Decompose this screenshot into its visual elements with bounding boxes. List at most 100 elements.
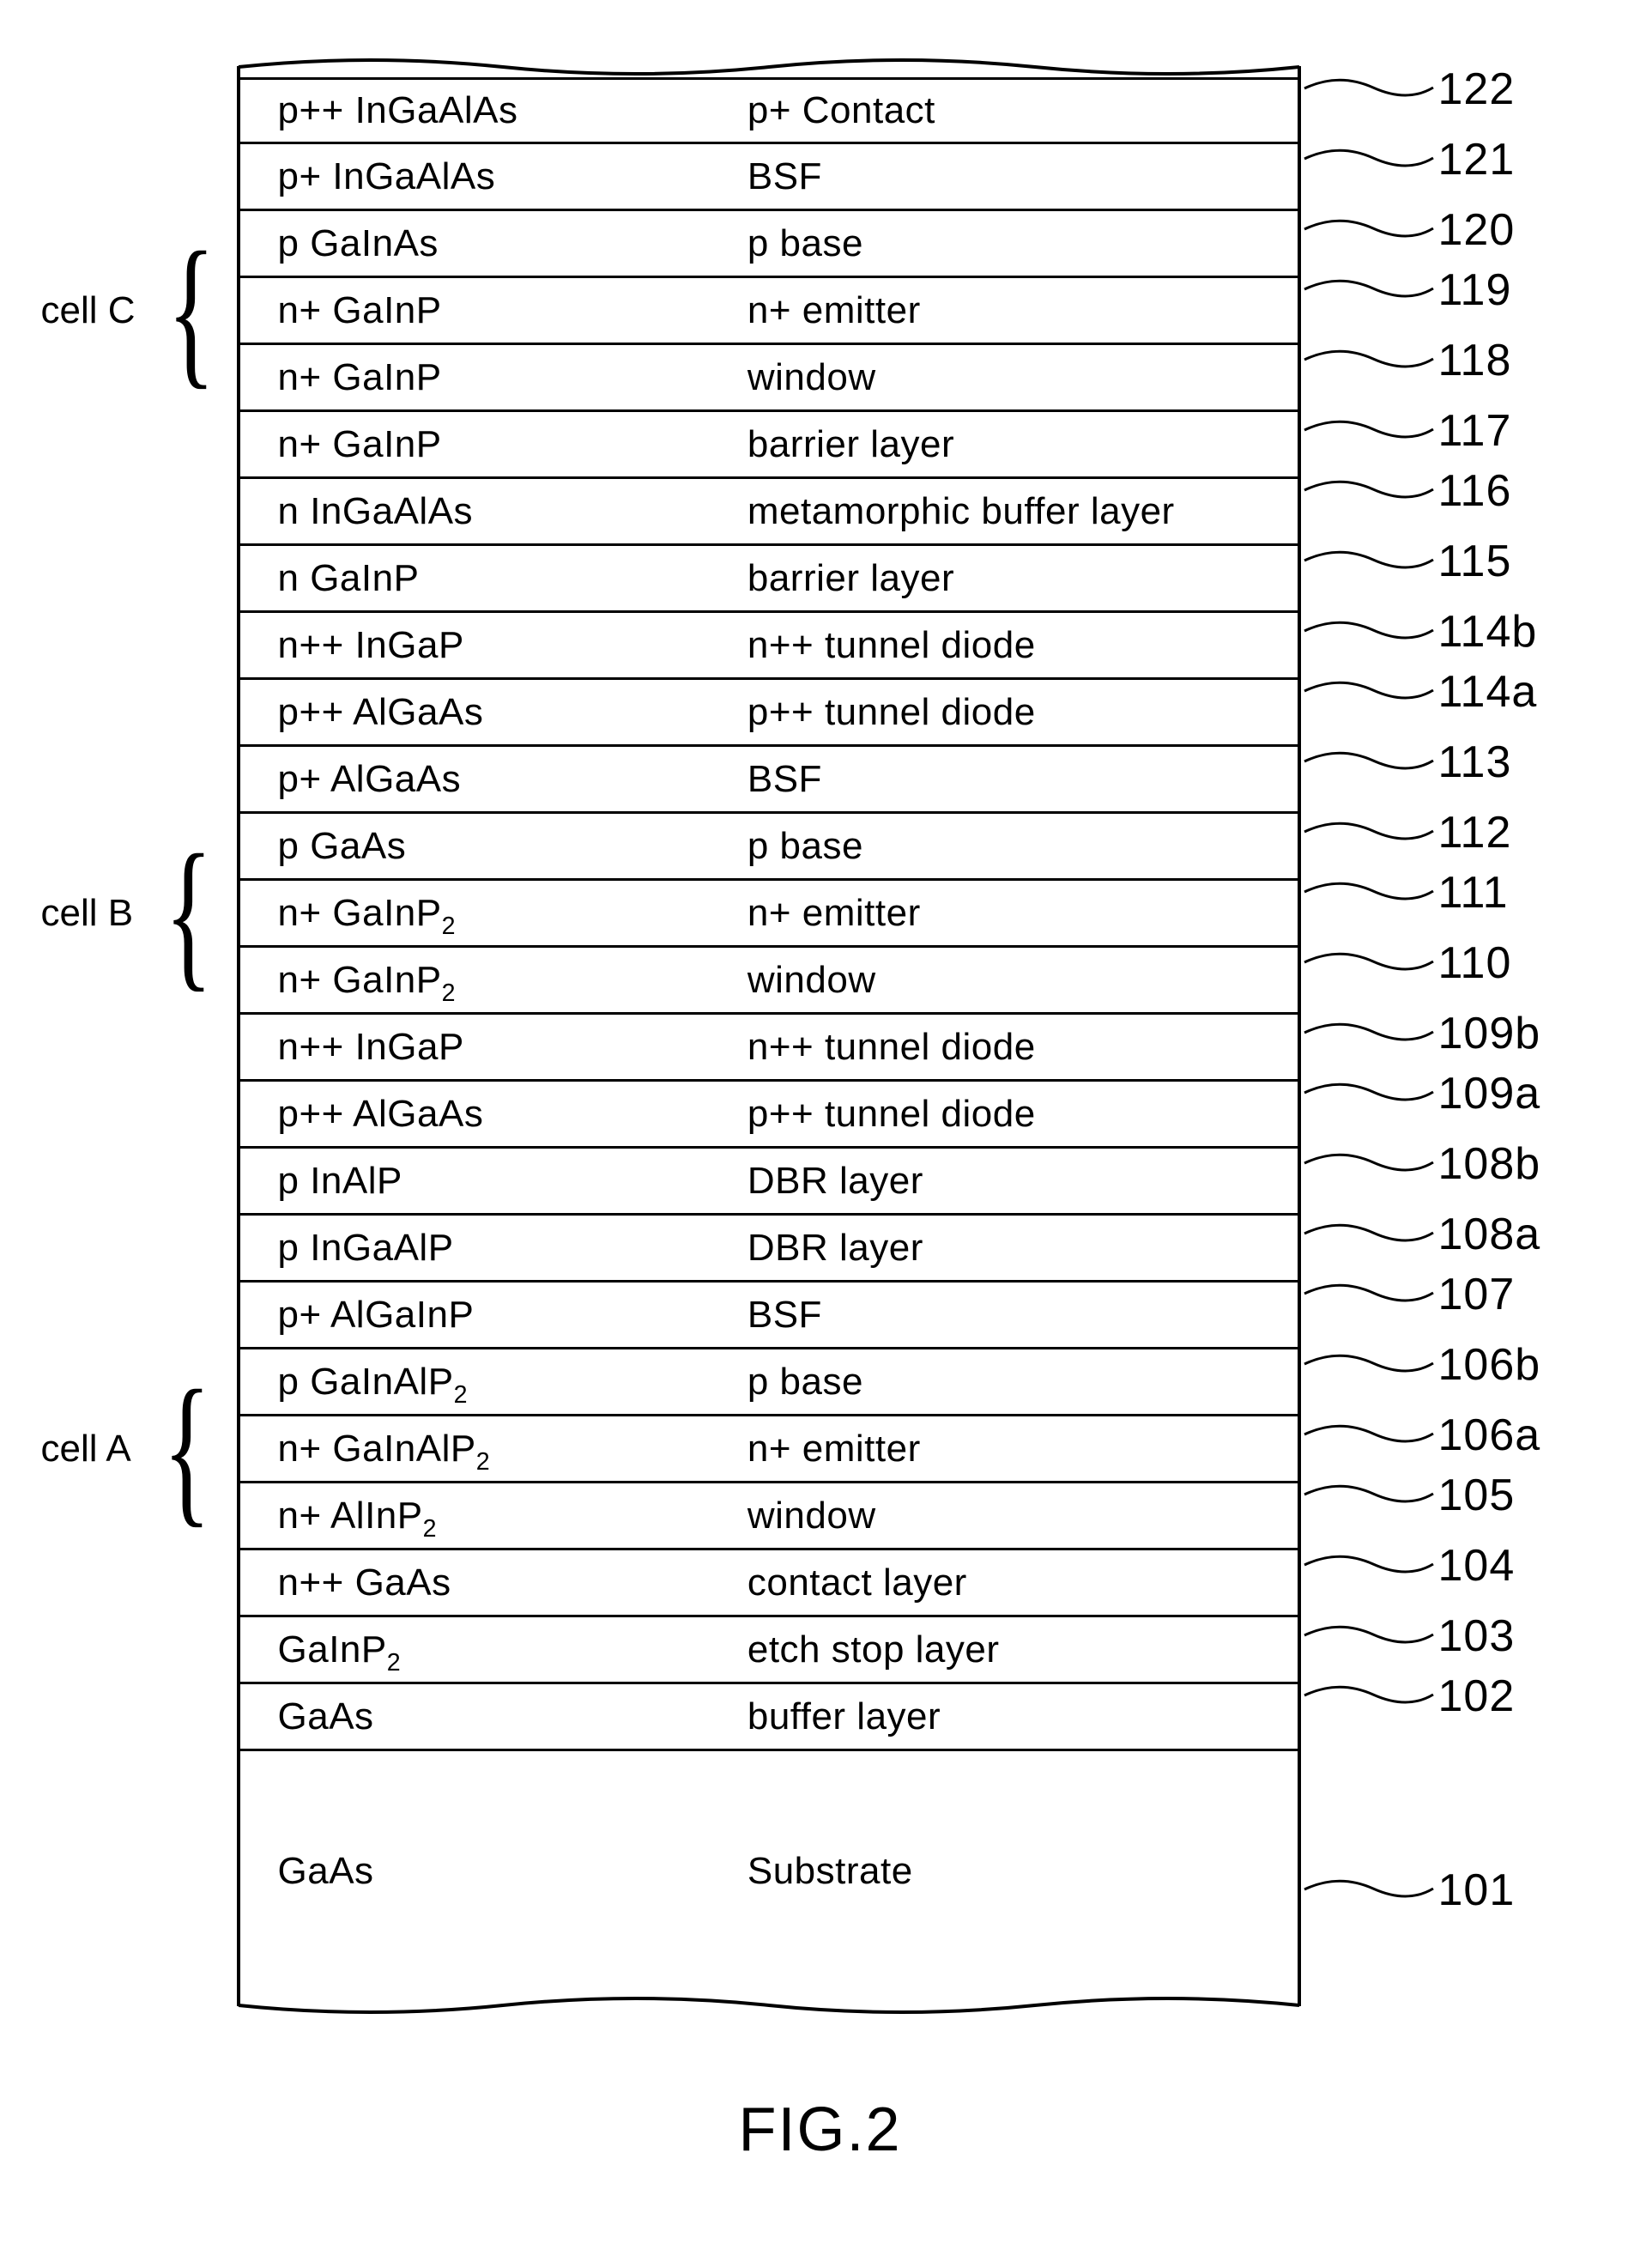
leader-line <box>1304 548 1425 550</box>
layer-material: n++ InGaP <box>240 624 747 667</box>
layer-row-113: p+ AlGaAsBSF <box>240 747 1298 814</box>
layer-function: p++ tunnel diode <box>747 1093 1298 1136</box>
layer-material: p+ InGaAlAs <box>240 155 747 198</box>
cell-name: cell A <box>41 1428 136 1471</box>
leader-line <box>1304 1622 1425 1625</box>
layer-material: p++ AlGaAs <box>240 691 747 734</box>
layer-material: GaAs <box>240 1695 747 1738</box>
layer-number: 109a <box>1438 1068 1541 1119</box>
layer-number: 120 <box>1438 204 1516 256</box>
layer-row-104: n++ GaAscontact layer <box>240 1550 1298 1617</box>
layer-row-107: p+ AlGaInPBSF <box>240 1283 1298 1349</box>
layer-material: p InGaAlP <box>240 1227 747 1270</box>
layer-number: 115 <box>1438 536 1512 587</box>
leader-line <box>1304 1150 1425 1153</box>
layer-row-112: p GaAsp base <box>240 814 1298 881</box>
layer-number: 114a <box>1438 666 1538 718</box>
layer-row-119: n+ GaInPn+ emitter <box>240 278 1298 345</box>
layer-number: 112 <box>1438 807 1512 858</box>
cell-label: cell A { <box>41 1382 227 1516</box>
layer-function: n++ tunnel diode <box>747 624 1298 667</box>
layer-function: DBR layer <box>747 1160 1298 1203</box>
layer-number: 108b <box>1438 1138 1541 1190</box>
layer-row-108b: p InAlPDBR layer <box>240 1149 1298 1216</box>
layer-row-106b: p GaInAlP2p base <box>240 1349 1298 1416</box>
bottom-wavy-edge <box>237 1992 1301 2017</box>
layer-function: metamorphic buffer layer <box>747 490 1298 533</box>
layer-row-114b: n++ InGaPn++ tunnel diode <box>240 613 1298 680</box>
layer-number: 104 <box>1438 1540 1516 1592</box>
leader-line <box>1304 276 1425 279</box>
layer-function: DBR layer <box>747 1227 1298 1270</box>
cell-label: cell C{ <box>41 244 232 378</box>
leader-line <box>1304 1351 1425 1354</box>
layer-row-108a: p InGaAlPDBR layer <box>240 1216 1298 1283</box>
brace-icon: { <box>165 846 213 980</box>
leader-line <box>1304 819 1425 822</box>
layer-material: n+ GaInP2 <box>240 959 747 1002</box>
leader-line <box>1304 1221 1425 1223</box>
layer-function: p base <box>747 1361 1298 1404</box>
layer-stack: p++ InGaAlAsp+ Contactp+ InGaAlAsBSFp Ga… <box>237 52 1301 2017</box>
layer-row-110: n+ GaInP2window <box>240 948 1298 1015</box>
layer-function: window <box>747 959 1298 1002</box>
layer-material: n GaInP <box>240 557 747 600</box>
layer-row-109b: n++ InGaPn++ tunnel diode <box>240 1015 1298 1082</box>
layer-material: p GaInAlP2 <box>240 1361 747 1404</box>
layer-row-118: n+ GaInPwindow <box>240 345 1298 412</box>
leader-line <box>1304 1020 1425 1022</box>
layer-number: 102 <box>1438 1671 1516 1722</box>
layer-number: 108a <box>1438 1209 1541 1260</box>
layer-number: 105 <box>1438 1470 1516 1521</box>
layer-row-122: p++ InGaAlAsp+ Contact <box>240 77 1298 144</box>
layer-function: window <box>747 1495 1298 1537</box>
layer-number: 107 <box>1438 1269 1516 1320</box>
layer-row-103: GaInP2etch stop layer <box>240 1617 1298 1684</box>
layer-number: 101 <box>1438 1865 1516 1916</box>
leader-line <box>1304 76 1425 78</box>
cell-name: cell C <box>41 289 141 332</box>
layer-function: p++ tunnel diode <box>747 691 1298 734</box>
leader-line <box>1304 216 1425 219</box>
layer-number: 109b <box>1438 1008 1541 1059</box>
layer-row-114a: p++ AlGaAsp++ tunnel diode <box>240 680 1298 747</box>
layer-material: p GaAs <box>240 825 747 868</box>
layer-material: n+ GaInP2 <box>240 892 747 935</box>
layer-function: p base <box>747 825 1298 868</box>
leader-line <box>1304 749 1425 751</box>
layer-row-120: p GaInAsp base <box>240 211 1298 278</box>
leader-line <box>1304 417 1425 420</box>
layer-row-116: n InGaAlAsmetamorphic buffer layer <box>240 479 1298 546</box>
layer-number: 119 <box>1438 264 1512 316</box>
layer-number: 116 <box>1438 465 1512 517</box>
layer-function: contact layer <box>747 1562 1298 1604</box>
layer-function: window <box>747 356 1298 399</box>
layer-material: n+ AlInP2 <box>240 1495 747 1537</box>
layer-material: p++ InGaAlAs <box>240 89 747 132</box>
layer-function: n+ emitter <box>747 892 1298 935</box>
layer-function: BSF <box>747 758 1298 801</box>
leader-line <box>1304 347 1425 349</box>
layer-number: 122 <box>1438 64 1516 115</box>
layer-number: 110 <box>1438 937 1512 989</box>
layer-number: 114b <box>1438 606 1538 658</box>
layer-function: BSF <box>747 155 1298 198</box>
leader-line <box>1304 678 1425 681</box>
brace-icon: { <box>162 1382 210 1516</box>
layer-row-106a: n+ GaInAlP2n+ emitter <box>240 1416 1298 1483</box>
layer-function: p+ Contact <box>747 89 1298 132</box>
layer-material: p++ AlGaAs <box>240 1093 747 1136</box>
leader-line <box>1304 1482 1425 1484</box>
layer-row-121: p+ InGaAlAsBSF <box>240 144 1298 211</box>
layer-material: n InGaAlAs <box>240 490 747 533</box>
layer-material: n+ GaInAlP2 <box>240 1428 747 1471</box>
leader-line <box>1304 1080 1425 1082</box>
cell-label: cell B{ <box>41 846 229 980</box>
layer-material: GaAs <box>240 1850 747 1893</box>
layer-row-102: GaAsbuffer layer <box>240 1684 1298 1751</box>
layer-material: n+ GaInP <box>240 289 747 332</box>
layer-number: 106b <box>1438 1339 1541 1391</box>
layer-material: n++ InGaP <box>240 1026 747 1069</box>
layer-number: 111 <box>1438 867 1509 919</box>
layer-row-115: n GaInPbarrier layer <box>240 546 1298 613</box>
